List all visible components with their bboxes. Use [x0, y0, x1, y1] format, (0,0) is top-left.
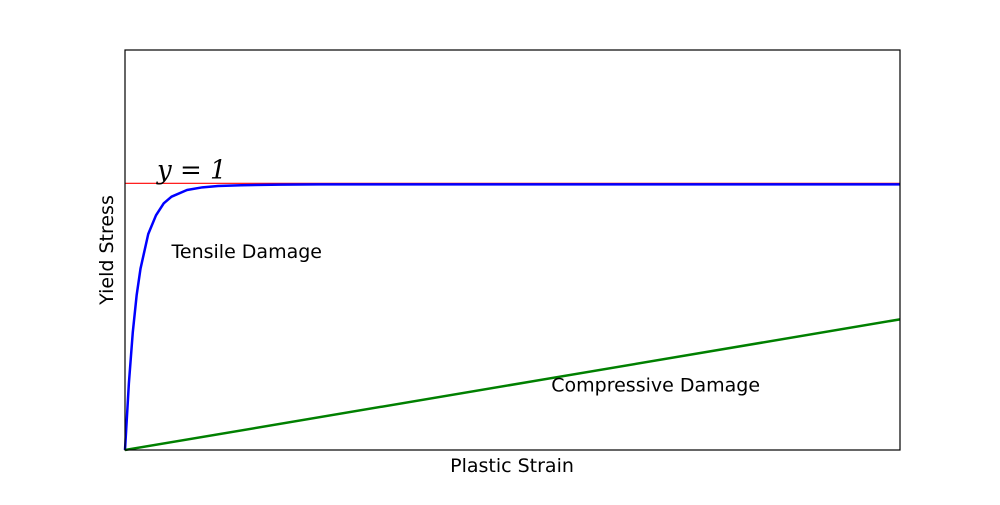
plot-frame [124, 49, 901, 451]
series-line-1 [124, 318, 901, 452]
y-axis-label: Yield Stress [96, 195, 118, 306]
annotation-1: Compressive Damage [551, 374, 760, 396]
annotation-layer: y = 1 Tensile Damage Compressive Damage [156, 155, 760, 396]
annotation-0: Tensile Damage [171, 241, 322, 263]
reference-line-label: y = 1 [156, 155, 227, 185]
series-layer [123, 182, 901, 452]
plot-area [125, 50, 900, 450]
x-axis-label: Plastic Strain [450, 455, 574, 477]
series-line-0 [123, 183, 900, 451]
